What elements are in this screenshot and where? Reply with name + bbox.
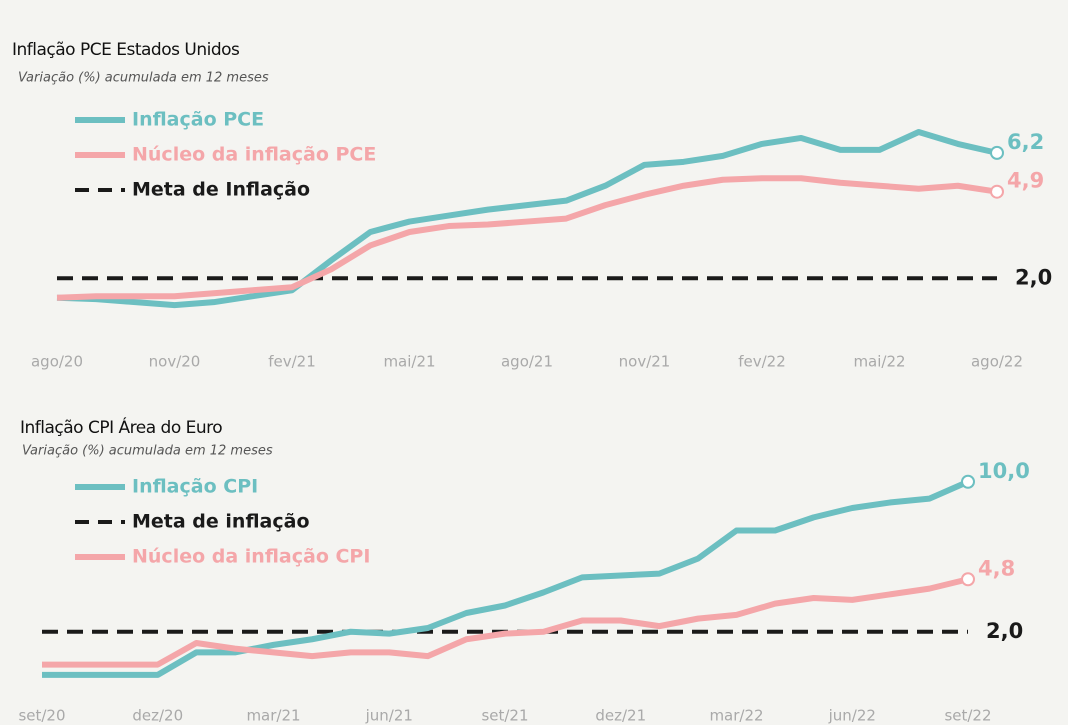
legend-label: Núcleo da inflação CPI [132,546,370,568]
x-tick-label: dez/20 [132,707,183,725]
x-tick-label: ago/20 [31,353,83,371]
x-tick-label: mar/22 [709,707,763,725]
end-point [961,474,975,489]
x-tick-label: set/21 [481,707,528,725]
x-tick-label: set/22 [944,707,991,725]
legend-label: Inflação PCE [132,109,264,131]
series-line [56,175,998,301]
x-tick-label: set/20 [18,707,65,725]
value-label: 6,2 [1007,130,1044,154]
x-tick-label: ago/21 [501,353,553,371]
value-label: 2,0 [1015,265,1052,289]
chart-title: Inflação CPI Área do Euro [20,416,222,438]
series-line [42,479,970,678]
x-tick-label: nov/21 [619,353,671,371]
legend-label: Núcleo da inflação PCE [132,144,376,166]
x-tick-label: jun/22 [828,707,876,725]
legend-label: Meta de inflação [132,511,310,533]
x-tick-label: fev/22 [738,353,786,371]
x-tick-label: dez/21 [595,707,646,725]
series-line [56,128,998,309]
legend-label: Meta de Inflação [132,179,310,201]
x-tick-label: mar/21 [246,707,300,725]
chart-title: Inflação PCE Estados Unidos [12,40,240,60]
end-point [990,145,1004,160]
x-tick-label: mai/21 [383,353,435,371]
x-tick-label: mai/22 [853,353,905,371]
x-tick-label: ago/22 [971,353,1023,371]
chart-subtitle: Variação (%) acumulada em 12 meses [18,71,269,86]
chart-subtitle: Variação (%) acumulada em 12 meses [22,444,273,459]
value-label: 4,8 [978,556,1015,580]
x-tick-label: jun/21 [365,707,413,725]
x-tick-label: nov/20 [149,353,201,371]
value-label: 4,9 [1007,169,1044,193]
legend-label: Inflação CPI [132,476,258,498]
x-tick-label: fev/21 [268,353,316,371]
value-label: 10,0 [978,459,1030,483]
end-point [990,184,1004,199]
end-point [961,572,975,587]
series-line [42,576,969,668]
value-label: 2,0 [986,619,1023,643]
